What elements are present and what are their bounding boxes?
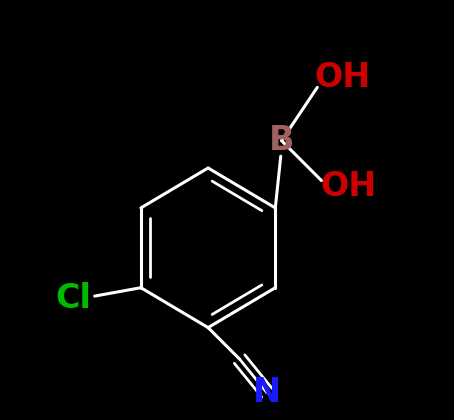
Text: OH: OH [321, 171, 377, 203]
Text: OH: OH [314, 61, 370, 94]
Text: N: N [253, 376, 281, 409]
Text: B: B [269, 124, 294, 157]
Text: Cl: Cl [56, 282, 92, 315]
